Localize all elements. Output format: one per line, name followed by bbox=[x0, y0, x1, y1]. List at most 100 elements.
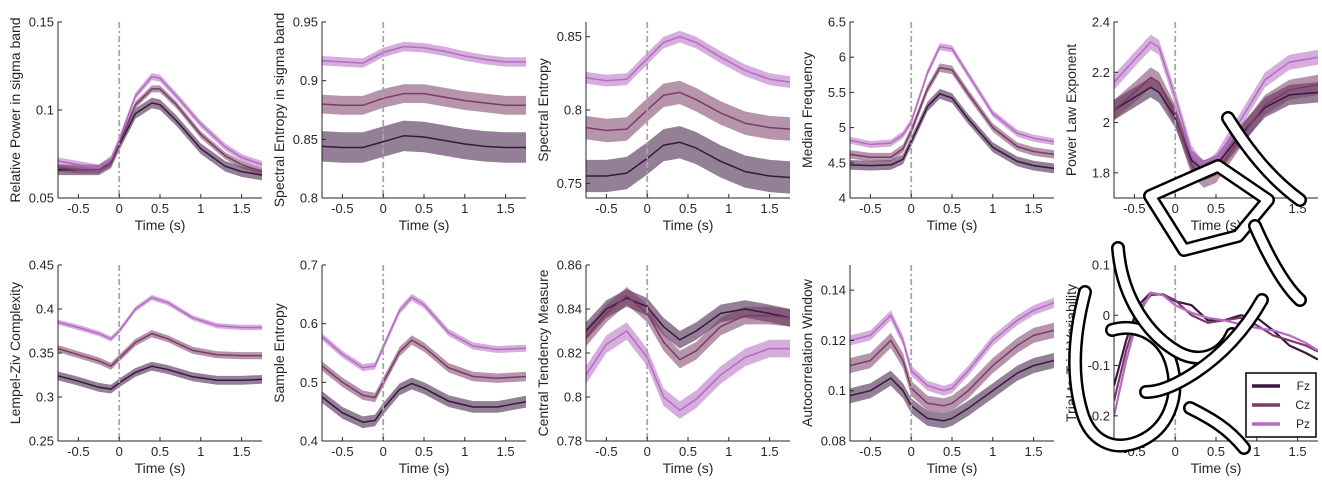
band-fz bbox=[58, 361, 262, 394]
x-tick-label: 1.5 bbox=[233, 444, 251, 459]
panel-3: -0.5 0 0.5 1 1.5 0.75 0.8 0.85 Time (s) Spectral … bbox=[535, 22, 790, 233]
y-tick-label: 0.1 bbox=[1092, 258, 1110, 273]
x-tick-label: 0.5 bbox=[679, 201, 697, 216]
band-cz bbox=[322, 84, 526, 115]
y-tick-label: 0.75 bbox=[557, 176, 582, 191]
legend-label-fz: Fz bbox=[1297, 379, 1310, 393]
series-line-cz bbox=[850, 329, 1054, 407]
series-line-cz bbox=[58, 88, 262, 173]
y-tick-label: 0.5 bbox=[300, 375, 318, 390]
y-tick-label: 5 bbox=[839, 120, 846, 135]
plot-area bbox=[586, 30, 790, 194]
legend-label-pz: Pz bbox=[1296, 417, 1310, 431]
series-line-cz bbox=[58, 332, 262, 367]
band-cz bbox=[586, 80, 790, 143]
y-axis-label: Relative Power in sigma band bbox=[7, 17, 23, 202]
band-cz bbox=[322, 335, 526, 403]
x-tick-label: 1 bbox=[197, 444, 204, 459]
y-tick-label: 0.7 bbox=[300, 258, 318, 273]
y-tick-label: 0.8 bbox=[564, 390, 582, 405]
x-tick-label: -0.5 bbox=[331, 444, 353, 459]
series-line-cz bbox=[322, 92, 526, 107]
y-axis-label: Power Law Exponent bbox=[1063, 44, 1079, 176]
plot-area bbox=[850, 43, 1054, 174]
panel-9: -0.5 0 0.5 1 1.5 0.08 0.1 0.12 0.14 Time (s) Autoc… bbox=[799, 265, 1054, 476]
x-tick-label: 1 bbox=[725, 201, 732, 216]
series-line-pz bbox=[1114, 41, 1318, 172]
x-tick-label: 1.5 bbox=[1289, 444, 1307, 459]
x-tick-label: 0.5 bbox=[1207, 201, 1225, 216]
y-tick-label: 4 bbox=[839, 191, 846, 206]
y-tick-label: -0.2 bbox=[1088, 408, 1110, 423]
y-tick-label: 0.78 bbox=[557, 434, 582, 449]
x-tick-label: -0.5 bbox=[331, 201, 353, 216]
series-line-pz bbox=[586, 35, 790, 83]
x-tick-label: 1.5 bbox=[1025, 444, 1043, 459]
band-cz bbox=[58, 85, 262, 176]
plot-area bbox=[58, 294, 262, 394]
y-tick-label: 0.3 bbox=[36, 390, 54, 405]
series-line-pz bbox=[322, 296, 526, 369]
y-tick-label: 0.14 bbox=[821, 283, 846, 298]
x-tick-label: 0 bbox=[116, 201, 123, 216]
x-tick-label: 0.5 bbox=[151, 444, 169, 459]
panel-2: -0.5 0 0.5 1 1.5 0.8 0.85 0.9 0.95 Time (s) Spectr… bbox=[271, 13, 526, 233]
x-tick-label: 1.5 bbox=[761, 444, 779, 459]
x-axis-label: Time (s) bbox=[663, 460, 714, 476]
series-line-fz bbox=[850, 359, 1054, 422]
x-axis-label: Time (s) bbox=[663, 217, 714, 233]
band-pz bbox=[586, 322, 790, 419]
series-line-pz bbox=[850, 301, 1054, 392]
band-fz bbox=[850, 88, 1054, 174]
y-tick-label: 0.1 bbox=[828, 383, 846, 398]
x-tick-label: 0.5 bbox=[679, 444, 697, 459]
series-line-cz bbox=[850, 67, 1054, 158]
x-tick-label: 1 bbox=[197, 201, 204, 216]
series-line-cz bbox=[322, 339, 526, 399]
band-fz bbox=[322, 377, 526, 429]
y-tick-label: 2 bbox=[1103, 115, 1110, 130]
band-pz bbox=[322, 41, 526, 68]
y-axis-label: Lempel-Ziv Complexity bbox=[7, 282, 23, 424]
x-tick-label: 0 bbox=[116, 444, 123, 459]
series-line-pz bbox=[322, 45, 526, 64]
y-tick-label: 0.15 bbox=[29, 15, 54, 30]
series-line-cz bbox=[586, 91, 790, 132]
y-axis-label: Autocorrelation Window bbox=[799, 278, 815, 427]
x-tick-label: 1 bbox=[989, 444, 996, 459]
panel-8: -0.5 0 0.5 1 1.5 0.78 0.8 0.82 0.84 0.86 Time (s) C… bbox=[535, 258, 790, 476]
series-line-cz bbox=[1114, 293, 1318, 402]
x-tick-label: 0.5 bbox=[151, 201, 169, 216]
series-line-fz bbox=[586, 141, 790, 179]
y-tick-label: 4.5 bbox=[828, 155, 846, 170]
band-cz bbox=[850, 63, 1054, 162]
x-axis-label: Time (s) bbox=[135, 217, 186, 233]
x-tick-label: -0.5 bbox=[1123, 201, 1145, 216]
band-fz bbox=[850, 353, 1054, 429]
series-line-fz bbox=[322, 382, 526, 423]
watermark-stroke bbox=[1250, 221, 1305, 305]
x-tick-label: 1.5 bbox=[1025, 201, 1043, 216]
x-tick-label: 1.5 bbox=[497, 444, 515, 459]
y-tick-label: 0.1 bbox=[36, 103, 54, 118]
legend: Fz Cz Pz bbox=[1245, 372, 1317, 438]
watermark-stroke bbox=[1145, 161, 1273, 255]
panel-7: -0.5 0 0.5 1 1.5 0.4 0.5 0.6 0.7 Time (s) Sample E… bbox=[271, 258, 526, 476]
x-tick-label: 1.5 bbox=[233, 201, 251, 216]
band-fz bbox=[586, 126, 790, 194]
series-line-pz bbox=[58, 296, 262, 340]
panel-4: -0.5 0 0.5 1 1.5 4 4.5 5 5.5 6 6.5 Time (s) Median F… bbox=[799, 15, 1054, 233]
y-tick-label: 0.35 bbox=[29, 346, 54, 361]
y-tick-label: 0.82 bbox=[557, 346, 582, 361]
y-tick-label: 0.45 bbox=[29, 258, 54, 273]
plot-area bbox=[322, 41, 526, 163]
y-axis-label: Sample Entropy bbox=[271, 303, 287, 403]
x-tick-label: 1 bbox=[989, 201, 996, 216]
x-tick-label: -0.5 bbox=[67, 444, 89, 459]
y-axis-label: Spectral Entropy in sigma band bbox=[271, 13, 287, 208]
x-axis-label: Time (s) bbox=[399, 217, 450, 233]
y-axis-label: Central Tendency Measure bbox=[535, 269, 551, 436]
